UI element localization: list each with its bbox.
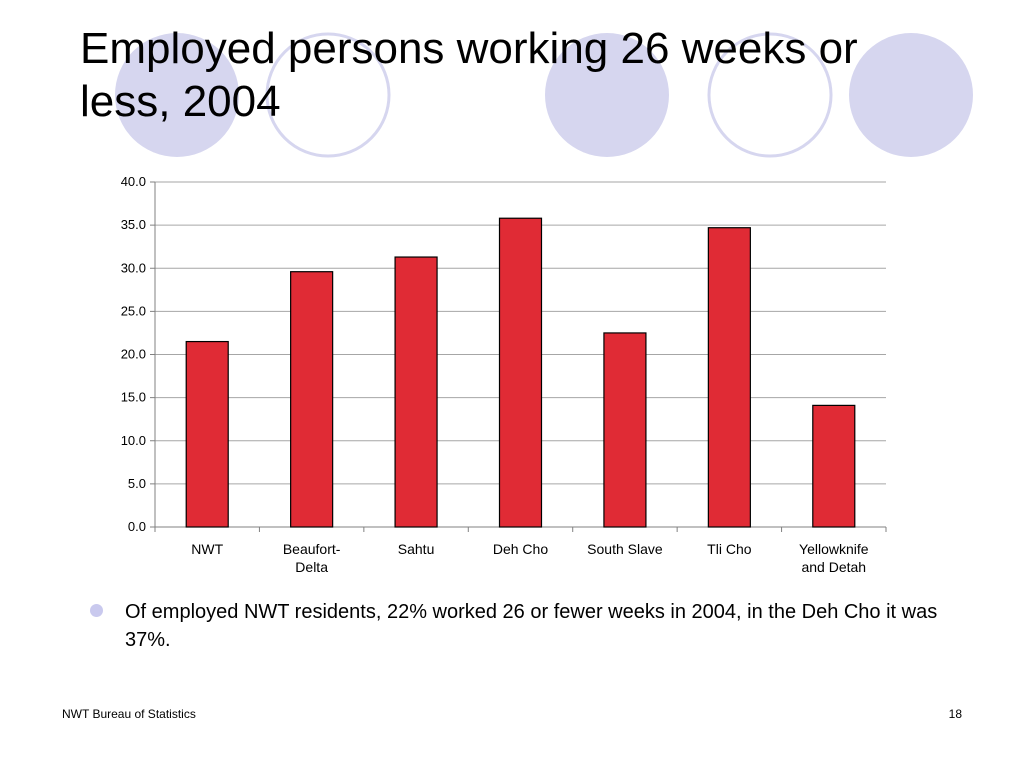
bar	[290, 271, 334, 528]
decorative-circle-filled	[115, 33, 239, 157]
x-tick-label-line: Tli Cho	[707, 541, 752, 557]
x-tick-label: Tli Cho	[707, 541, 752, 557]
decorative-circles	[115, 32, 973, 158]
y-tick-label: 0.0	[128, 519, 146, 534]
y-tick-label: 30.0	[121, 260, 146, 275]
y-tick-label: 40.0	[121, 174, 146, 189]
x-tick-label-line: South Slave	[587, 541, 663, 557]
y-tick-label: 20.0	[121, 347, 146, 362]
bar-chart: 0.0 5.0 10.0 15.0 20.0 25.0 30.0 35.0 40.0 NWT Bea…	[121, 174, 887, 575]
x-tick-label: Beaufort- Delta	[283, 541, 341, 575]
x-tick-label-line: Yellowknife	[799, 541, 869, 557]
y-tick-label: 5.0	[128, 476, 146, 491]
x-tick-label-line: Sahtu	[398, 541, 435, 557]
y-tick-label: 10.0	[121, 433, 146, 448]
bar	[498, 217, 543, 528]
bullet-icon	[90, 604, 103, 617]
x-tick-label-line: NWT	[191, 541, 223, 557]
slide-title: Employed persons working 26 weeks or les…	[80, 24, 858, 126]
x-tick-label: South Slave	[587, 541, 663, 557]
y-tick-label: 15.0	[121, 390, 146, 405]
bar	[812, 404, 856, 528]
x-tick-label-line: Deh Cho	[493, 541, 548, 557]
decorative-circle-ring	[265, 32, 391, 158]
footer-source: NWT Bureau of Statistics	[62, 707, 196, 721]
decorative-circle-filled	[849, 33, 973, 157]
bar	[603, 332, 647, 528]
bullet-text: Of employed NWT residents, 22% worked 26…	[125, 601, 938, 651]
decorative-circle-ring	[707, 32, 833, 158]
x-tick-label: Deh Cho	[493, 541, 548, 557]
page-number: 18	[948, 707, 962, 721]
bar	[185, 340, 229, 528]
y-tick-label: 25.0	[121, 303, 146, 318]
x-tick-label: Sahtu	[398, 541, 435, 557]
x-tick-label-line: Delta	[295, 559, 328, 575]
x-tick-label: NWT	[191, 541, 223, 557]
bar	[394, 256, 438, 528]
bar	[707, 227, 751, 528]
x-tick-label-line: and Detah	[801, 559, 866, 575]
decorative-circle-filled	[545, 33, 669, 157]
x-tick-label-line: Beaufort-	[283, 541, 341, 557]
y-tick-label: 35.0	[121, 217, 146, 232]
x-tick-label: Yellowknife and Detah	[799, 541, 869, 575]
